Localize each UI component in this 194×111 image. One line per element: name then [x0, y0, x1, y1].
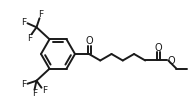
Text: O: O [154, 43, 162, 53]
Text: F: F [27, 34, 32, 43]
Text: O: O [167, 56, 175, 65]
Text: O: O [85, 36, 93, 46]
Text: F: F [32, 89, 37, 98]
Text: F: F [21, 18, 26, 27]
Text: F: F [21, 80, 26, 89]
Text: F: F [42, 86, 47, 95]
Text: F: F [38, 10, 43, 19]
